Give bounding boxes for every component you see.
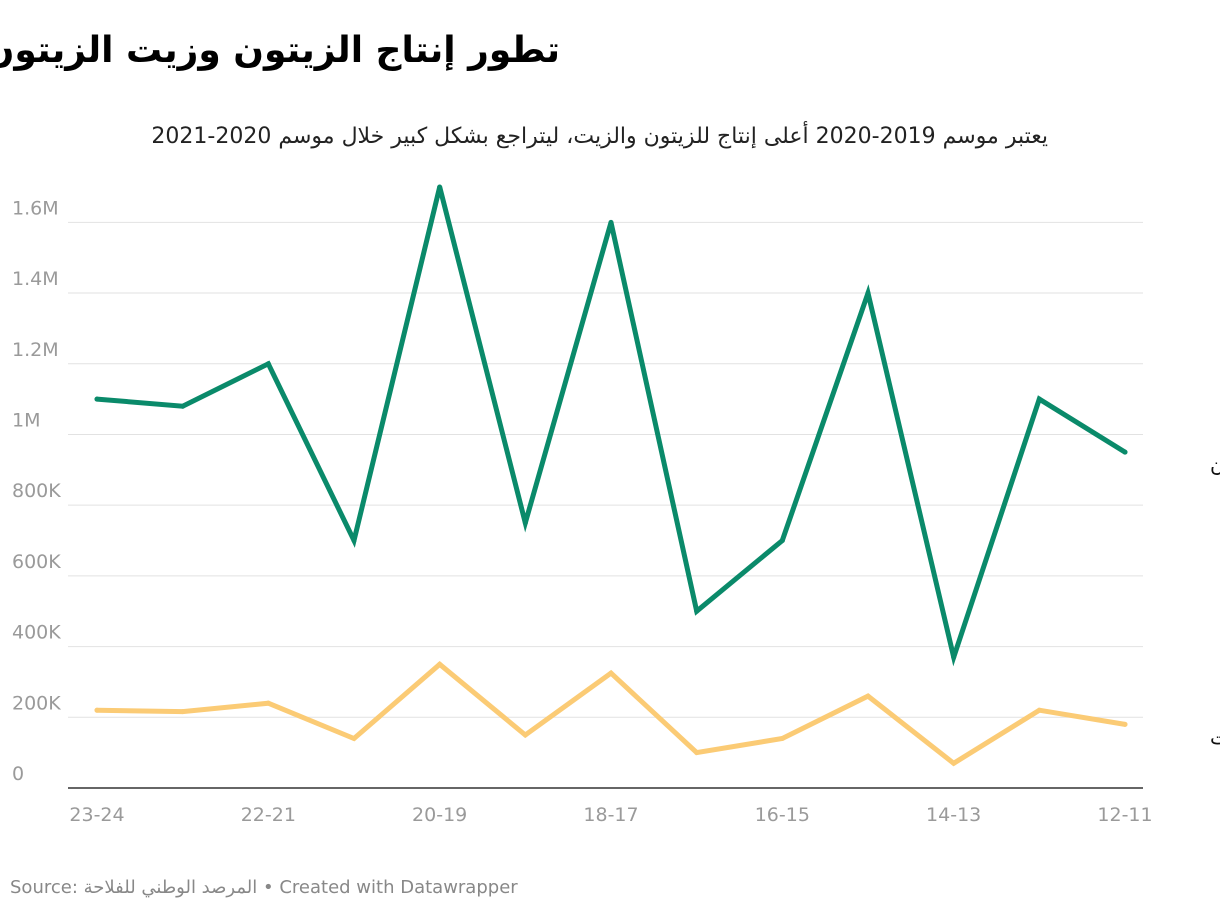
grid-lines: [68, 221, 1143, 789]
data-point: [694, 608, 700, 614]
data-point: [437, 661, 443, 667]
x-tick-label: 22-21: [241, 804, 296, 826]
data-point: [265, 700, 271, 706]
data-point: [1122, 721, 1128, 727]
series-label-0: الزيتون: [1210, 453, 1220, 477]
data-point: [351, 736, 357, 742]
series-lines: [94, 184, 1128, 767]
series-line-0: [94, 186, 1128, 667]
data-point: [1036, 396, 1042, 402]
x-tick-label: 20-19: [412, 804, 467, 826]
data-point: [180, 709, 186, 715]
x-tick-label: 16-15: [755, 804, 810, 826]
data-point: [608, 219, 614, 225]
data-point: [522, 520, 528, 526]
data-point: [951, 760, 957, 766]
data-point: [1122, 449, 1128, 455]
series-label-1: الزيت: [1210, 725, 1220, 749]
chart-title: تطور إنتاج الزيتون وزيت الزيتون:: [0, 30, 560, 71]
data-point: [865, 290, 871, 296]
series-line-1: [94, 661, 1128, 767]
data-point: [94, 707, 100, 713]
data-point: [437, 184, 443, 190]
y-tick-label: 1.2M: [12, 339, 59, 361]
source-label: Source:: [10, 877, 78, 898]
chart-footer: Source: المرصد الوطني للفلاحة • Created …: [10, 877, 518, 898]
x-tick-label: 18-17: [583, 804, 638, 826]
data-point: [608, 670, 614, 676]
y-tick-label: 1.6M: [12, 197, 59, 219]
credit-link[interactable]: Created with Datawrapper: [279, 877, 518, 898]
data-point: [951, 654, 957, 660]
series-labels: الزيتون الزيت: [1210, 453, 1220, 749]
x-tick-label: 14-13: [926, 804, 981, 826]
data-point: [180, 403, 186, 409]
data-point: [865, 693, 871, 699]
footer-separator: •: [262, 877, 274, 898]
data-point: [522, 732, 528, 738]
y-tick-label: 200K: [12, 692, 61, 714]
y-tick-label: 400K: [12, 622, 61, 644]
chart-subtitle: يعتبر موسم 2019-2020 أعلى إنتاج للزيتون …: [151, 124, 1048, 149]
x-axis-ticks: 23-24 22-21 20-19 18-17 16-15 14-13 12-11: [69, 804, 1152, 826]
y-tick-label: 0: [12, 763, 24, 785]
line-chart: 0 200K 400K 600K 800K 1M 1.2M 1.4M 1.6M 23-24 22-…: [12, 184, 1220, 826]
y-tick-label: 600K: [12, 551, 61, 573]
y-tick-label: 1M: [12, 409, 40, 431]
data-point: [779, 736, 785, 742]
data-point: [694, 750, 700, 756]
data-point: [94, 396, 100, 402]
source-name: المرصد الوطني للفلاحة: [83, 877, 258, 898]
y-axis-ticks: 0 200K 400K 600K 800K 1M 1.2M 1.4M 1.6M: [12, 197, 61, 785]
data-point: [1036, 707, 1042, 713]
y-tick-label: 800K: [12, 480, 61, 502]
x-tick-label: 12-11: [1097, 804, 1152, 826]
data-point: [265, 361, 271, 367]
y-tick-label: 1.4M: [12, 268, 59, 290]
x-tick-label: 23-24: [69, 804, 124, 826]
data-point: [779, 538, 785, 544]
data-point: [351, 538, 357, 544]
